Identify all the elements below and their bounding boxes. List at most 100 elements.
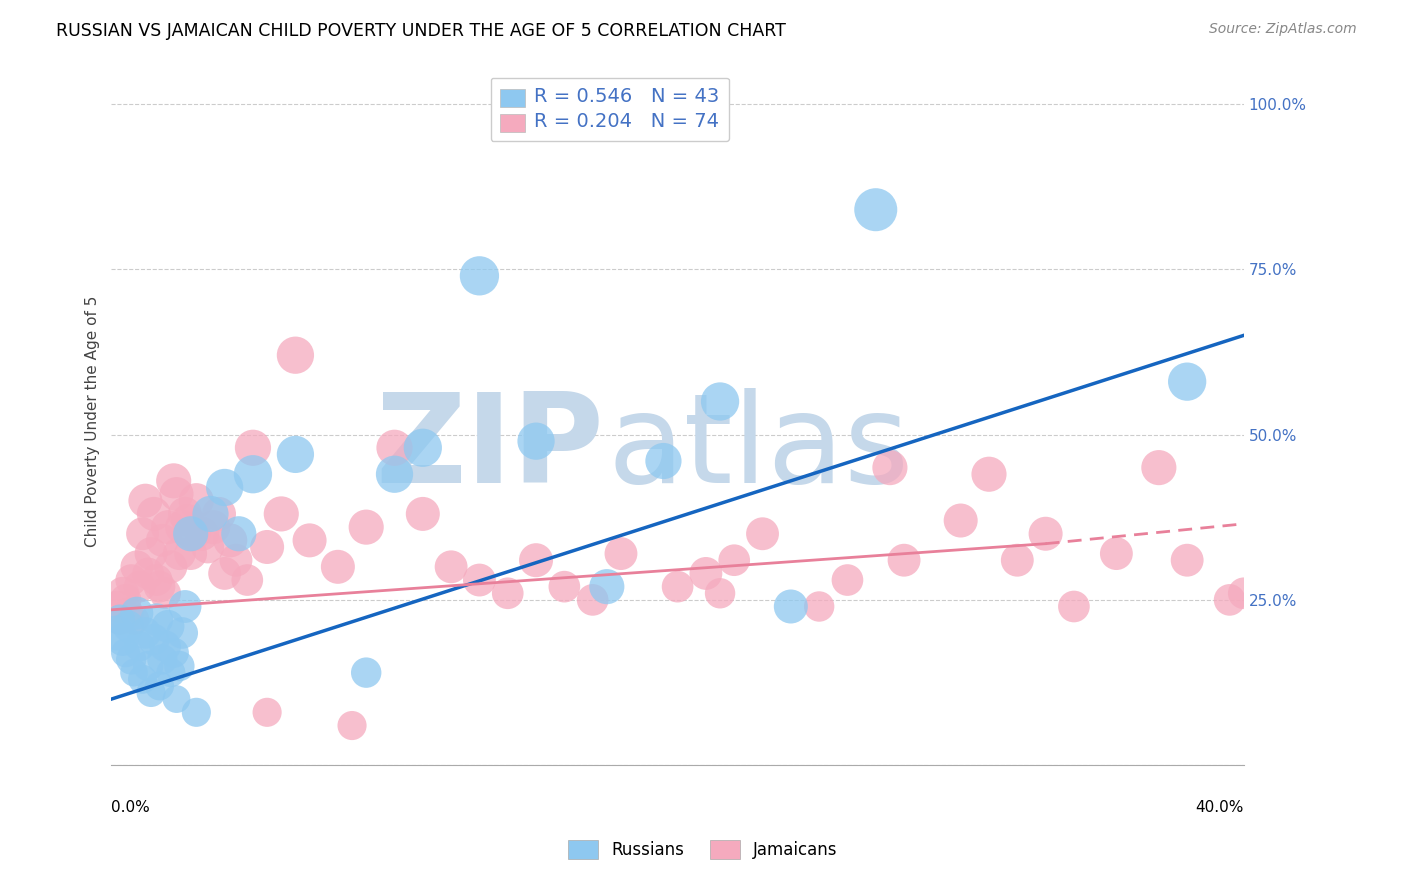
Point [1175, 553, 1198, 567]
Point [172, 520, 194, 534]
Point [219, 533, 242, 548]
Legend: R = 0.546   N = 43, R = 0.204   N = 74: R = 0.546 N = 43, R = 0.204 N = 74 [491, 78, 728, 141]
Point [468, 268, 491, 283]
Point [582, 593, 605, 607]
Point [125, 559, 148, 574]
Point [174, 507, 197, 521]
Point [148, 679, 170, 693]
Point [893, 553, 915, 567]
Point [136, 566, 159, 581]
Point [340, 718, 363, 732]
Point [200, 507, 222, 521]
Point [128, 580, 150, 594]
Point [114, 593, 136, 607]
Point [163, 474, 186, 488]
Point [108, 613, 131, 627]
Point [1063, 599, 1085, 614]
Text: Source: ZipAtlas.com: Source: ZipAtlas.com [1209, 22, 1357, 37]
Point [1219, 593, 1241, 607]
Point [977, 467, 1000, 482]
Point [142, 507, 165, 521]
Point [145, 573, 167, 587]
Point [186, 493, 208, 508]
Point [610, 547, 633, 561]
Point [166, 487, 188, 501]
Point [117, 619, 139, 633]
Point [596, 580, 619, 594]
Text: atlas: atlas [607, 388, 910, 509]
Point [169, 659, 191, 673]
Point [166, 692, 188, 706]
Point [117, 606, 139, 620]
Point [468, 573, 491, 587]
Point [652, 454, 675, 468]
Text: ZIP: ZIP [375, 388, 605, 509]
Point [808, 599, 831, 614]
Point [354, 520, 377, 534]
Point [136, 659, 159, 673]
Point [1035, 526, 1057, 541]
Point [709, 586, 731, 600]
Point [202, 520, 225, 534]
Point [148, 580, 170, 594]
Point [114, 646, 136, 660]
Point [186, 706, 208, 720]
Point [440, 559, 463, 574]
Legend: Russians, Jamaicans: Russians, Jamaicans [562, 833, 844, 866]
Point [174, 599, 197, 614]
Point [412, 507, 434, 521]
Point [169, 547, 191, 561]
Point [111, 632, 134, 647]
Point [298, 533, 321, 548]
Point [139, 685, 162, 699]
Point [120, 573, 142, 587]
Point [197, 540, 219, 554]
Point [160, 665, 183, 680]
Point [208, 507, 231, 521]
Point [412, 441, 434, 455]
Point [695, 566, 717, 581]
Point [145, 613, 167, 627]
Point [142, 632, 165, 647]
Point [256, 540, 278, 554]
Point [1233, 586, 1256, 600]
Point [270, 507, 292, 521]
Point [751, 526, 773, 541]
Text: 0.0%: 0.0% [111, 799, 150, 814]
Point [163, 646, 186, 660]
Point [128, 639, 150, 653]
Point [779, 599, 801, 614]
Point [242, 441, 264, 455]
Point [172, 626, 194, 640]
Point [709, 394, 731, 409]
Point [150, 652, 173, 666]
Point [879, 460, 901, 475]
Point [496, 586, 519, 600]
Point [150, 533, 173, 548]
Point [865, 202, 887, 217]
Point [524, 434, 547, 449]
Point [236, 573, 259, 587]
Point [183, 526, 205, 541]
Point [1105, 547, 1128, 561]
Point [122, 613, 145, 627]
Point [157, 520, 180, 534]
Text: RUSSIAN VS JAMAICAN CHILD POVERTY UNDER THE AGE OF 5 CORRELATION CHART: RUSSIAN VS JAMAICAN CHILD POVERTY UNDER … [56, 22, 786, 40]
Point [153, 586, 176, 600]
Point [131, 526, 153, 541]
Point [160, 559, 183, 574]
Point [177, 514, 200, 528]
Point [134, 626, 156, 640]
Text: 40.0%: 40.0% [1195, 799, 1244, 814]
Point [524, 553, 547, 567]
Point [131, 672, 153, 686]
Point [1007, 553, 1029, 567]
Point [256, 706, 278, 720]
Point [228, 526, 250, 541]
Y-axis label: Child Poverty Under the Age of 5: Child Poverty Under the Age of 5 [86, 295, 100, 547]
Point [326, 559, 349, 574]
Point [284, 447, 307, 461]
Point [111, 586, 134, 600]
Point [125, 606, 148, 620]
Point [139, 547, 162, 561]
